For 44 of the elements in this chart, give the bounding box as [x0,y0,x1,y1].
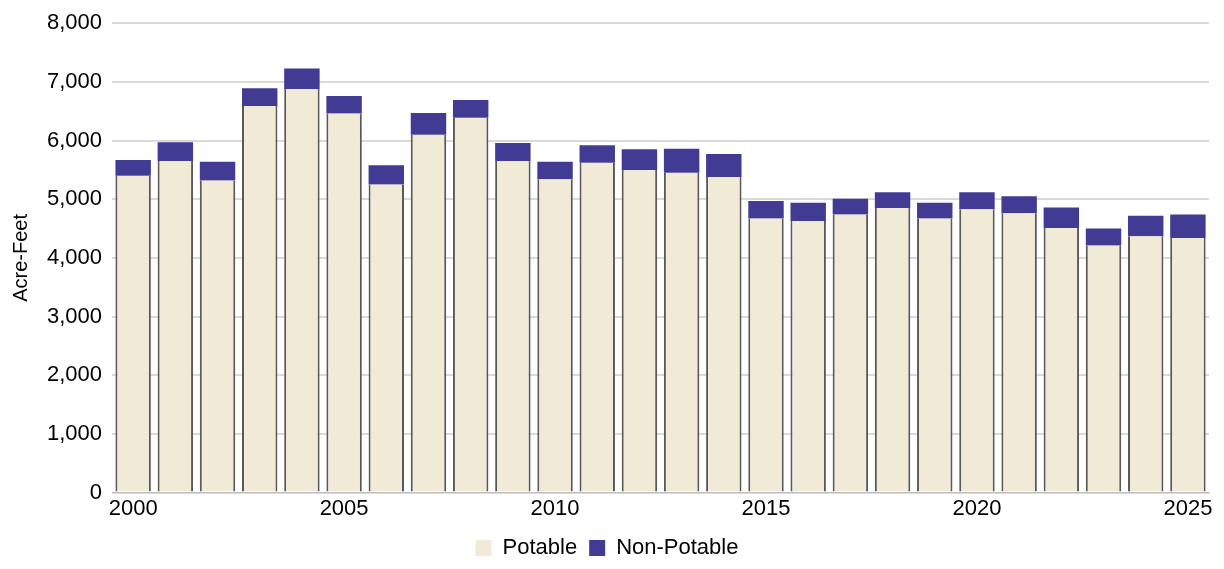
bar [368,165,405,185]
bar [199,161,236,181]
bar [917,202,953,219]
x-tick-label: 2020 [952,494,1002,520]
bar [410,112,447,135]
bar [1127,215,1164,237]
y-axis-title: Acre-Feet [8,213,31,302]
bar [1170,214,1206,238]
y-tick-label: 4,000 [46,243,103,269]
bar [452,100,489,118]
y-tick-label: 1,000 [46,419,103,445]
x-tick-label: 2015 [741,494,791,520]
bar [748,200,784,219]
bar [242,88,278,106]
x-tick-label: 2010 [530,494,580,520]
bar [157,142,194,162]
bar [832,198,869,215]
bar [1043,207,1080,228]
x-tick-label: 2005 [319,494,369,520]
bar [621,149,658,170]
bar [115,159,151,176]
bar [1001,196,1037,214]
y-tick-label: 3,000 [46,302,103,328]
y-tick-label: 7,000 [46,67,103,93]
bar [874,192,911,209]
y-tick-label: 6,000 [46,126,103,152]
y-tick-label: 8,000 [46,9,103,35]
bar [579,145,615,163]
x-tick-label: 2000 [108,494,158,520]
bar [284,68,320,89]
bar [959,192,995,210]
bar [326,95,362,114]
bar [706,154,742,177]
bar [1085,228,1122,246]
bar [495,142,531,162]
legend-label: Non-Potable [616,534,739,560]
bar [537,161,573,180]
y-tick-label: 0 [89,478,103,504]
y-tick-label: 2,000 [46,361,103,387]
bar [790,202,826,221]
bar [663,148,700,173]
legend-label: Potable [502,534,578,560]
y-tick-label: 5,000 [46,185,103,211]
x-tick-label: 2025 [1163,494,1213,520]
